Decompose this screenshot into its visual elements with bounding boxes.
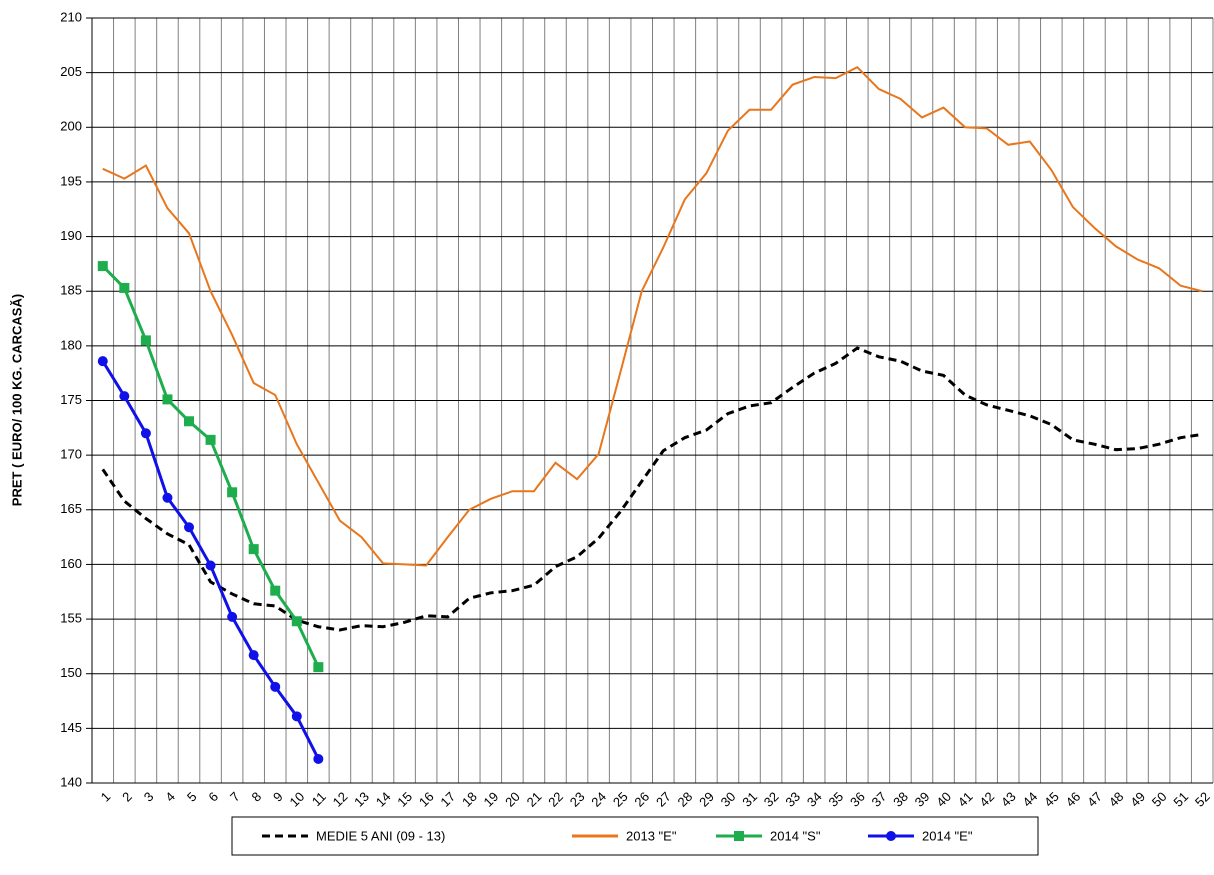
- marker: [313, 753, 324, 764]
- y-tick-label: 140: [60, 774, 82, 789]
- y-tick-label: 175: [60, 392, 82, 407]
- marker: [140, 428, 151, 439]
- marker: [248, 650, 259, 661]
- x-tick-label: 5: [184, 789, 200, 805]
- x-tick-label: 20: [502, 789, 523, 810]
- x-tick-label: 42: [976, 789, 997, 810]
- marker: [227, 487, 238, 498]
- legend-label: MEDIE 5 ANI (09 - 13): [316, 828, 445, 843]
- series-line: [102, 65, 1203, 567]
- x-tick-label: 39: [912, 789, 933, 810]
- x-tick-label: 30: [718, 789, 739, 810]
- x-tick-label: 13: [351, 789, 372, 810]
- x-tick-label: 38: [890, 789, 911, 810]
- y-tick-label: 210: [60, 9, 82, 24]
- x-tick-label: 7: [227, 789, 243, 805]
- x-tick-label: 11: [309, 789, 329, 809]
- marker: [184, 522, 195, 533]
- y-tick-label: 165: [60, 501, 82, 516]
- x-tick-label: 48: [1106, 789, 1127, 810]
- series-line: [101, 346, 1203, 632]
- x-tick-label: 33: [782, 789, 803, 810]
- x-tick-label: 27: [653, 789, 674, 810]
- y-tick-label: 145: [60, 720, 82, 735]
- y-tick-label: 205: [60, 64, 82, 79]
- x-tick-label: 21: [524, 789, 545, 810]
- legend-label: 2014 "E": [922, 828, 973, 843]
- x-tick-label: 26: [631, 789, 652, 810]
- x-tick-label: 12: [330, 789, 351, 810]
- y-tick-label: 200: [60, 119, 82, 134]
- x-tick-label: 15: [394, 789, 415, 810]
- x-tick-label: 9: [270, 789, 286, 805]
- marker: [205, 434, 216, 445]
- marker: [205, 560, 216, 571]
- x-tick-label: 1: [98, 789, 114, 805]
- y-tick-label: 195: [60, 173, 82, 188]
- marker: [184, 416, 195, 427]
- x-tick-label: 24: [588, 789, 609, 810]
- legend-label: 2014 "S": [770, 828, 821, 843]
- marker: [97, 261, 108, 272]
- x-tick-label: 23: [567, 789, 588, 810]
- x-tick-label: 43: [998, 789, 1019, 810]
- x-tick-label: 32: [761, 789, 782, 810]
- x-tick-label: 46: [1063, 789, 1084, 810]
- y-tick-label: 180: [60, 337, 82, 352]
- legend-label: 2013 "E": [626, 828, 677, 843]
- marker: [162, 492, 173, 503]
- y-axis-label: PRET ( EURO/ 100 KG. CARCASĂ): [9, 294, 24, 506]
- x-tick-label: 25: [610, 789, 631, 810]
- x-tick-label: 49: [1127, 789, 1148, 810]
- marker: [313, 662, 324, 673]
- x-tick-label: 34: [804, 789, 825, 810]
- x-tick-label: 8: [249, 789, 265, 805]
- x-tick-label: 14: [373, 789, 394, 810]
- x-tick-label: 36: [847, 789, 868, 810]
- marker: [119, 282, 130, 293]
- y-tick-label: 150: [60, 665, 82, 680]
- x-tick-label: 22: [545, 789, 566, 810]
- x-tick-label: 16: [416, 789, 437, 810]
- x-tick-label: 4: [162, 789, 178, 805]
- marker: [119, 391, 130, 402]
- marker: [97, 356, 108, 367]
- legend-marker: [886, 831, 896, 841]
- x-tick-label: 17: [437, 789, 458, 810]
- x-tick-label: 41: [955, 789, 976, 810]
- marker: [270, 681, 281, 692]
- x-tick-label: 47: [1084, 789, 1105, 810]
- x-tick-label: 50: [1149, 789, 1170, 810]
- marker: [227, 611, 238, 622]
- x-tick-label: 6: [205, 789, 221, 805]
- x-tick-label: 3: [141, 789, 157, 805]
- marker: [270, 585, 281, 596]
- x-tick-label: 28: [675, 789, 696, 810]
- x-tick-label: 44: [1019, 789, 1040, 810]
- x-tick-label: 40: [933, 789, 954, 810]
- x-tick-label: 19: [481, 789, 502, 810]
- x-tick-label: 51: [1170, 789, 1191, 810]
- x-tick-label: 29: [696, 789, 717, 810]
- marker: [248, 544, 259, 555]
- x-tick-label: 18: [459, 789, 480, 810]
- x-tick-label: 37: [869, 789, 890, 810]
- x-tick-label: 45: [1041, 789, 1062, 810]
- x-tick-label: 10: [287, 789, 308, 810]
- legend-marker: [734, 831, 744, 841]
- x-tick-label: 52: [1192, 789, 1213, 810]
- y-tick-label: 190: [60, 228, 82, 243]
- x-tick-label: 35: [825, 789, 846, 810]
- marker: [140, 335, 151, 346]
- marker: [162, 394, 173, 405]
- y-tick-label: 170: [60, 447, 82, 462]
- y-tick-label: 155: [60, 611, 82, 626]
- y-tick-label: 160: [60, 556, 82, 571]
- x-tick-label: 31: [739, 789, 760, 810]
- marker: [291, 711, 302, 722]
- x-tick-label: 2: [119, 789, 135, 805]
- marker: [291, 616, 302, 627]
- y-tick-label: 185: [60, 283, 82, 298]
